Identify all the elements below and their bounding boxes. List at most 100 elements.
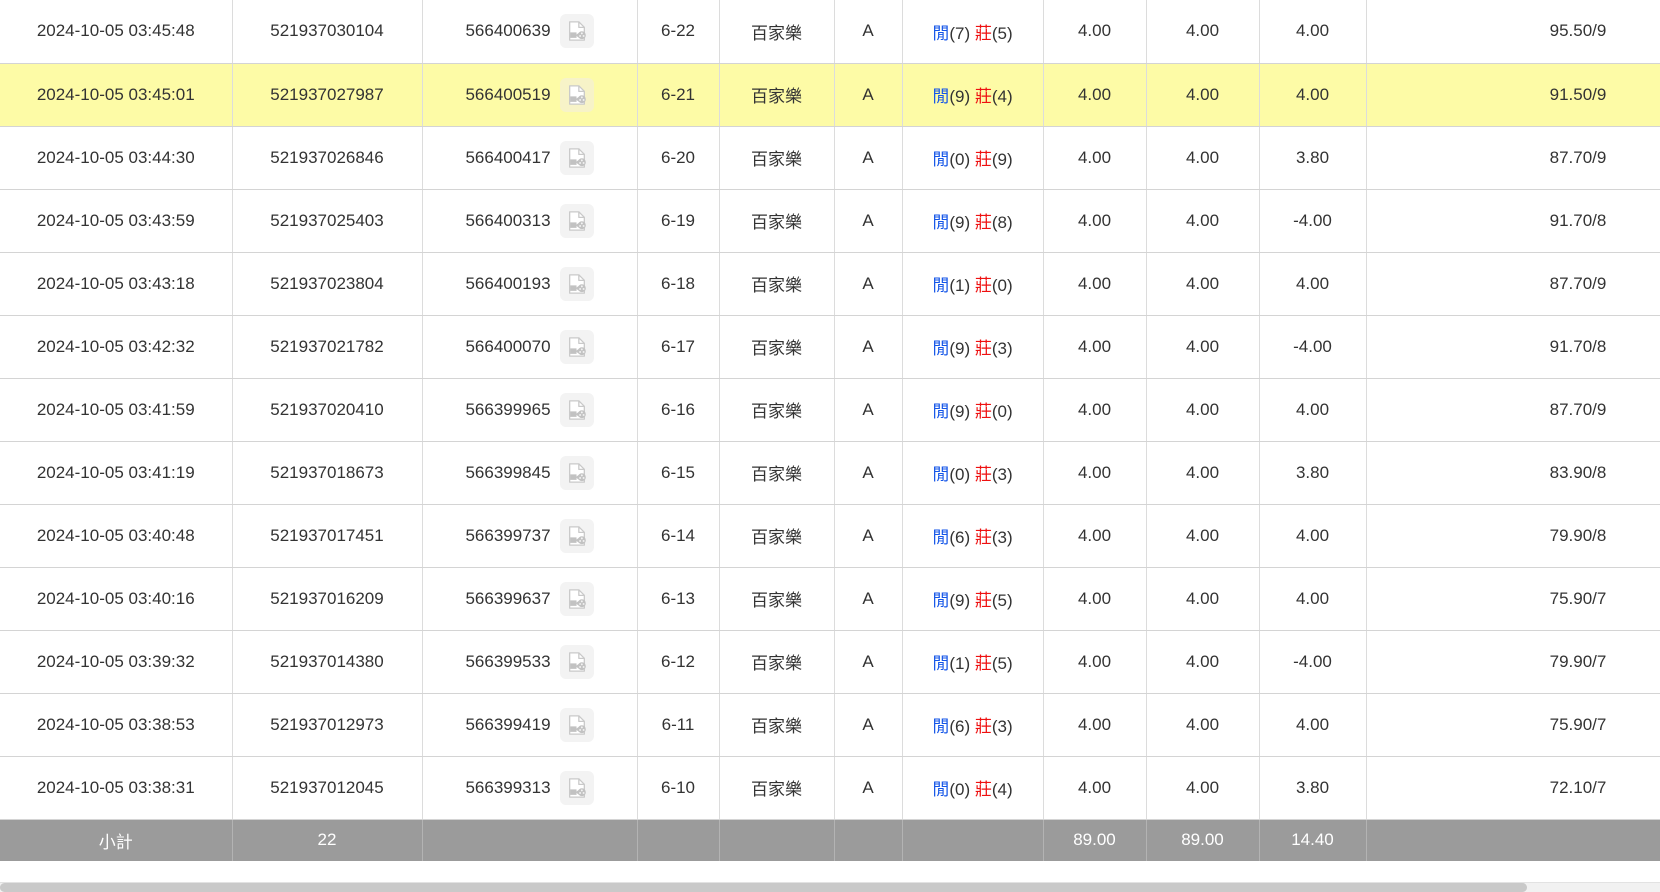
round-id-text: 566400417 bbox=[465, 147, 551, 167]
player-label: 閒 bbox=[932, 528, 950, 547]
cell-hall: A bbox=[834, 189, 903, 253]
cell-bet-amount[interactable]: 4.00 bbox=[1043, 315, 1147, 379]
table-row[interactable]: 2024-10-05 03:40:16 521937016209 566399637… bbox=[0, 567, 1660, 631]
cell-bet-amount[interactable]: 4.00 bbox=[1043, 567, 1147, 631]
cell-game-name: 百家樂 bbox=[719, 504, 835, 568]
video-file-icon[interactable] bbox=[559, 77, 594, 112]
cell-bet-amount[interactable]: 4.00 bbox=[1043, 0, 1147, 64]
cell-bet-time: 2024-10-05 03:43:59 bbox=[0, 189, 233, 253]
round-id-text: 566400193 bbox=[465, 273, 551, 293]
table-row[interactable]: 2024-10-05 03:41:59 521937020410 566399965… bbox=[0, 378, 1660, 442]
player-points: (0) bbox=[949, 780, 971, 799]
cell-table-shoe-round: 6-15 bbox=[637, 441, 720, 505]
table-row[interactable]: 2024-10-05 03:42:32 521937021782 566400070… bbox=[0, 315, 1660, 379]
cell-result: 閒(6) 莊(3) bbox=[902, 693, 1044, 757]
table-row[interactable]: 2024-10-05 03:43:59 521937025403 566400313… bbox=[0, 189, 1660, 253]
video-file-icon[interactable] bbox=[559, 329, 594, 364]
cell-bet-time: 2024-10-05 03:44:30 bbox=[0, 126, 233, 190]
cell-balance: 79.90/7 bbox=[1366, 630, 1660, 694]
cell-bet-amount[interactable]: 4.00 bbox=[1043, 504, 1147, 568]
cell-result: 閒(9) 莊(0) bbox=[902, 378, 1044, 442]
cell-bet-id: 521937027987 bbox=[232, 63, 423, 127]
cell-game-name: 百家樂 bbox=[719, 189, 835, 253]
cell-bet-amount[interactable]: 4.00 bbox=[1043, 441, 1147, 505]
video-file-icon[interactable] bbox=[559, 707, 594, 742]
subtotal-row: 小計 22 89.00 89.00 14.40 bbox=[0, 819, 1660, 861]
cell-bet-amount[interactable]: 4.00 bbox=[1043, 126, 1147, 190]
player-points: (0) bbox=[949, 465, 971, 484]
banker-points: (3) bbox=[991, 528, 1013, 547]
video-file-icon[interactable] bbox=[559, 581, 594, 616]
player-label: 閒 bbox=[932, 23, 950, 43]
cell-bet-time: 2024-10-05 03:38:53 bbox=[0, 693, 233, 757]
banker-label: 莊 bbox=[974, 23, 992, 43]
subtotal-hall bbox=[834, 819, 903, 861]
video-file-icon[interactable] bbox=[559, 644, 594, 679]
cell-bet-time: 2024-10-05 03:41:19 bbox=[0, 441, 233, 505]
cell-result: 閒(6) 莊(3) bbox=[902, 504, 1044, 568]
cell-bet-amount[interactable]: 4.00 bbox=[1043, 189, 1147, 253]
table-row[interactable]: 2024-10-05 03:38:31 521937012045 566399313… bbox=[0, 756, 1660, 820]
cell-payout: 3.80 bbox=[1259, 441, 1367, 505]
horizontal-scrollbar[interactable] bbox=[0, 882, 1660, 892]
banker-points: (4) bbox=[991, 780, 1013, 799]
player-label: 閒 bbox=[932, 402, 950, 421]
cell-round-id: 566400070 bbox=[422, 315, 638, 379]
cell-result: 閒(1) 莊(5) bbox=[902, 630, 1044, 694]
cell-bet-time: 2024-10-05 03:40:16 bbox=[0, 567, 233, 631]
cell-round-id: 566400639 bbox=[422, 0, 638, 64]
table-row[interactable]: 2024-10-05 03:44:30 521937026846 566400417… bbox=[0, 126, 1660, 190]
video-file-icon[interactable] bbox=[559, 203, 594, 238]
cell-balance: 91.70/8 bbox=[1366, 189, 1660, 253]
cell-bet-amount[interactable]: 4.00 bbox=[1043, 630, 1147, 694]
cell-payout: 3.80 bbox=[1259, 756, 1367, 820]
cell-game-name: 百家樂 bbox=[719, 630, 835, 694]
cell-bet-amount[interactable]: 4.00 bbox=[1043, 63, 1147, 127]
banker-label: 莊 bbox=[974, 465, 992, 484]
cell-bet-id: 521937012973 bbox=[232, 693, 423, 757]
table-row[interactable]: 2024-10-05 03:38:53 521937012973 566399419… bbox=[0, 693, 1660, 757]
table-row[interactable]: 2024-10-05 03:40:48 521937017451 566399737… bbox=[0, 504, 1660, 568]
horizontal-scrollbar-thumb[interactable] bbox=[0, 883, 1528, 892]
cell-bet-id: 521937020410 bbox=[232, 378, 423, 442]
table-row[interactable]: 2024-10-05 03:43:18 521937023804 566400193… bbox=[0, 252, 1660, 316]
cell-bet-amount[interactable]: 4.00 bbox=[1043, 756, 1147, 820]
player-label: 閒 bbox=[932, 591, 950, 610]
banker-points: (5) bbox=[991, 23, 1013, 43]
cell-bet-amount[interactable]: 4.00 bbox=[1043, 693, 1147, 757]
cell-round-id: 566399637 bbox=[422, 567, 638, 631]
cell-table-shoe-round: 6-10 bbox=[637, 756, 720, 820]
video-file-icon[interactable] bbox=[559, 455, 594, 490]
cell-round-id: 566400193 bbox=[422, 252, 638, 316]
cell-game-name: 百家樂 bbox=[719, 63, 835, 127]
cell-table-shoe-round: 6-14 bbox=[637, 504, 720, 568]
video-file-icon[interactable] bbox=[559, 14, 594, 49]
cell-bet-id: 521937026846 bbox=[232, 126, 423, 190]
cell-bet-time: 2024-10-05 03:45:48 bbox=[0, 0, 233, 64]
cell-hall: A bbox=[834, 693, 903, 757]
round-id-text: 566400519 bbox=[465, 84, 551, 104]
subtotal-roundid bbox=[422, 819, 638, 861]
video-file-icon[interactable] bbox=[559, 266, 594, 301]
subtotal-game bbox=[719, 819, 835, 861]
cell-bet-amount[interactable]: 4.00 bbox=[1043, 252, 1147, 316]
cell-hall: A bbox=[834, 378, 903, 442]
player-points: (6) bbox=[949, 717, 971, 736]
cell-round-id: 566400313 bbox=[422, 189, 638, 253]
table-row[interactable]: 2024-10-05 03:41:19 521937018673 566399845… bbox=[0, 441, 1660, 505]
video-file-icon[interactable] bbox=[559, 770, 594, 805]
cell-bet-amount[interactable]: 4.00 bbox=[1043, 378, 1147, 442]
video-file-icon[interactable] bbox=[559, 392, 594, 427]
cell-bet-id: 521937030104 bbox=[232, 0, 423, 64]
video-file-icon[interactable] bbox=[559, 140, 594, 175]
cell-bet-time: 2024-10-05 03:43:18 bbox=[0, 252, 233, 316]
player-label: 閒 bbox=[932, 213, 950, 232]
table-row[interactable]: 2024-10-05 03:45:01 521937027987 566400519… bbox=[0, 63, 1660, 127]
banker-label: 莊 bbox=[974, 591, 992, 610]
banker-label: 莊 bbox=[974, 213, 992, 232]
video-file-icon[interactable] bbox=[559, 518, 594, 553]
table-row[interactable]: 2024-10-05 03:45:48 521937030104 566400639… bbox=[0, 0, 1660, 64]
cell-table-shoe-round: 6-12 bbox=[637, 630, 720, 694]
table-row[interactable]: 2024-10-05 03:39:32 521937014380 566399533… bbox=[0, 630, 1660, 694]
